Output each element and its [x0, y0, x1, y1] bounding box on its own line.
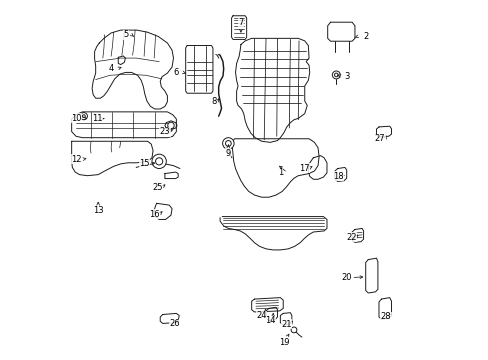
Circle shape: [152, 154, 166, 168]
Text: 11: 11: [92, 114, 102, 123]
Text: 1: 1: [277, 168, 283, 177]
Text: 24: 24: [256, 311, 266, 320]
Text: 27: 27: [374, 134, 385, 143]
Circle shape: [334, 73, 337, 77]
Circle shape: [222, 138, 234, 149]
Text: 23: 23: [159, 127, 170, 136]
Text: 20: 20: [341, 273, 351, 282]
Text: 13: 13: [93, 206, 103, 215]
Text: 6: 6: [173, 68, 179, 77]
Text: 7: 7: [238, 18, 243, 27]
Circle shape: [225, 140, 231, 146]
Text: 9: 9: [225, 149, 230, 158]
Text: 15: 15: [139, 159, 150, 168]
Text: 26: 26: [169, 319, 180, 328]
Text: 2: 2: [363, 32, 368, 41]
Text: 18: 18: [332, 172, 343, 181]
Circle shape: [82, 115, 85, 118]
Text: 22: 22: [346, 233, 356, 242]
Text: 25: 25: [152, 183, 163, 192]
Text: 4: 4: [108, 64, 114, 73]
Text: 28: 28: [380, 312, 391, 321]
Circle shape: [80, 113, 87, 120]
Text: 5: 5: [123, 30, 128, 39]
Text: 16: 16: [148, 210, 159, 219]
Circle shape: [290, 327, 296, 333]
Text: 3: 3: [344, 72, 349, 81]
Circle shape: [167, 122, 174, 129]
Circle shape: [332, 71, 340, 79]
Text: 17: 17: [299, 164, 309, 173]
Text: 10: 10: [71, 114, 82, 123]
Text: 19: 19: [279, 338, 289, 347]
Text: 14: 14: [264, 316, 275, 325]
Text: 21: 21: [281, 320, 291, 329]
Text: 8: 8: [211, 96, 216, 105]
Text: 12: 12: [71, 155, 82, 164]
Circle shape: [155, 158, 163, 165]
